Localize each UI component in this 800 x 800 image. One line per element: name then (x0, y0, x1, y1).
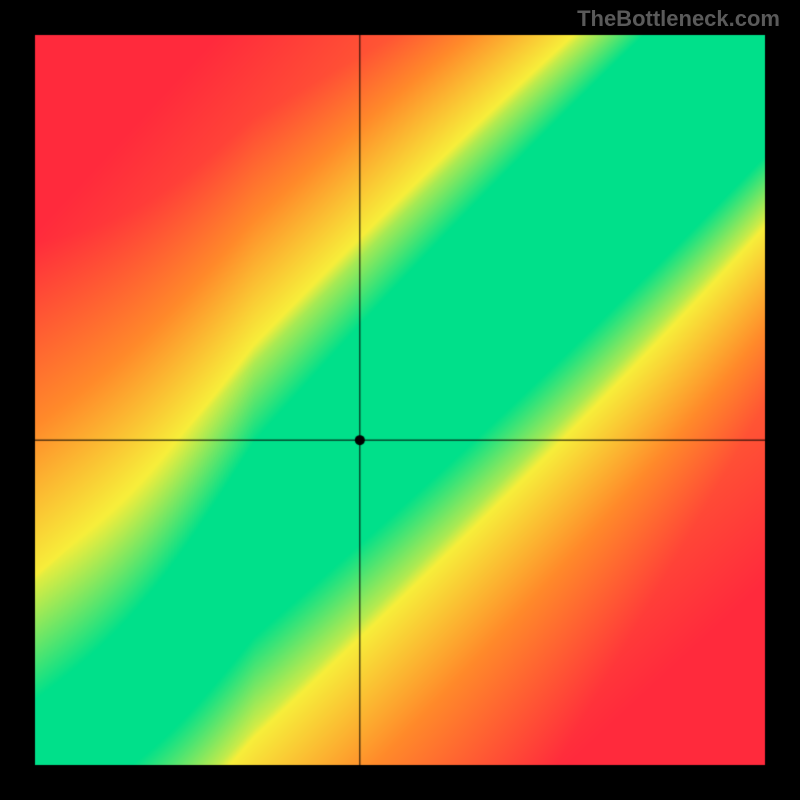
watermark-text: TheBottleneck.com (577, 6, 780, 32)
chart-container: TheBottleneck.com (0, 0, 800, 800)
bottleneck-heatmap (0, 0, 800, 800)
